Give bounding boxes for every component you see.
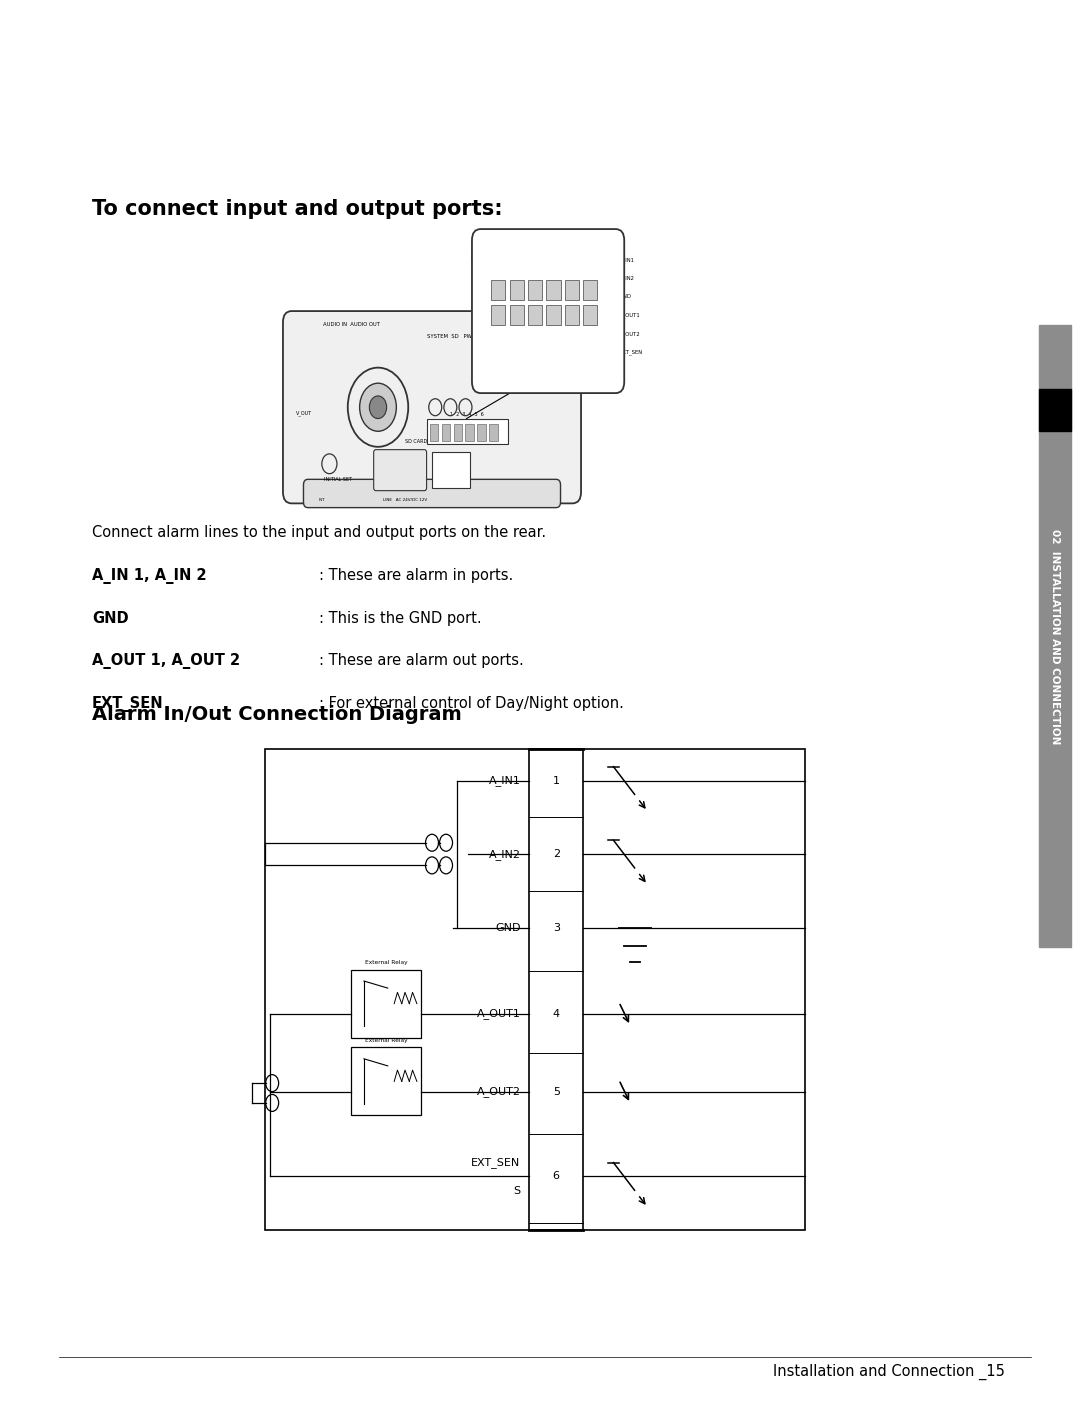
- Text: EXT_SEN: EXT_SEN: [620, 349, 643, 355]
- Text: GND: GND: [92, 611, 129, 626]
- Text: A_IN2: A_IN2: [488, 848, 521, 860]
- Bar: [565, 305, 579, 325]
- Bar: [528, 280, 542, 300]
- Text: –  +: – +: [472, 385, 486, 390]
- Bar: [442, 424, 450, 441]
- Bar: [510, 280, 524, 300]
- Bar: [565, 280, 579, 300]
- FancyBboxPatch shape: [472, 229, 624, 393]
- Bar: [427, 419, 508, 444]
- Bar: [491, 305, 505, 325]
- Bar: [583, 305, 597, 325]
- Bar: [432, 452, 470, 488]
- Text: EXT_SEN: EXT_SEN: [92, 696, 163, 711]
- Bar: [465, 424, 474, 441]
- Bar: [546, 280, 561, 300]
- Text: A_IN 1, A_IN 2: A_IN 1, A_IN 2: [92, 568, 206, 584]
- FancyBboxPatch shape: [303, 479, 561, 508]
- Text: 6: 6: [553, 1171, 559, 1182]
- Text: To connect input and output ports:: To connect input and output ports:: [92, 199, 502, 219]
- Bar: [351, 970, 421, 1038]
- Text: External Relay: External Relay: [365, 960, 407, 966]
- Text: S: S: [513, 1185, 521, 1196]
- Text: 3: 3: [553, 922, 559, 933]
- Text: : These are alarm out ports.: : These are alarm out ports.: [319, 653, 524, 669]
- Text: 4: 4: [553, 1008, 559, 1019]
- Text: V_OUT: V_OUT: [296, 410, 312, 416]
- Text: GND: GND: [620, 294, 632, 300]
- Bar: [583, 280, 597, 300]
- Bar: [265, 749, 805, 1230]
- Circle shape: [369, 396, 387, 419]
- Text: Alarm In/Out Connection Diagram: Alarm In/Out Connection Diagram: [92, 706, 461, 724]
- Bar: [510, 305, 524, 325]
- Bar: [489, 424, 498, 441]
- Text: 1: 1: [553, 775, 559, 786]
- Text: A_OUT2: A_OUT2: [620, 331, 640, 337]
- Text: AUDIO IN  AUDIO OUT: AUDIO IN AUDIO OUT: [323, 321, 380, 327]
- Text: ETHERNET: ETHERNET: [391, 469, 413, 472]
- FancyBboxPatch shape: [374, 450, 427, 491]
- Text: A_OUT2: A_OUT2: [476, 1086, 521, 1097]
- Bar: [351, 1048, 421, 1116]
- Text: LINE   AC 24V/DC 12V: LINE AC 24V/DC 12V: [383, 498, 428, 502]
- Text: External Relay: External Relay: [365, 1038, 407, 1044]
- Text: 1  2  3  4  5  6: 1 2 3 4 5 6: [449, 411, 484, 417]
- Bar: [529, 749, 583, 1230]
- FancyBboxPatch shape: [283, 311, 581, 503]
- Text: INT: INT: [319, 498, 325, 502]
- Bar: [477, 424, 486, 441]
- Text: A_OUT1: A_OUT1: [620, 312, 640, 318]
- Text: A_IN1: A_IN1: [488, 775, 521, 786]
- Text: A_IN2: A_IN2: [620, 276, 635, 281]
- Bar: [528, 305, 542, 325]
- Bar: [1039, 389, 1071, 431]
- Text: : For external control of Day/Night option.: : For external control of Day/Night opti…: [319, 696, 623, 711]
- Text: Installation and Connection _15: Installation and Connection _15: [772, 1365, 1004, 1380]
- Text: Connect alarm lines to the input and output ports on the rear.: Connect alarm lines to the input and out…: [92, 525, 545, 540]
- Text: GND: GND: [495, 922, 521, 933]
- Circle shape: [360, 383, 396, 431]
- Text: A_OUT 1, A_OUT 2: A_OUT 1, A_OUT 2: [92, 653, 240, 669]
- Text: A_OUT1: A_OUT1: [476, 1008, 521, 1019]
- Bar: [454, 424, 462, 441]
- Bar: [546, 305, 561, 325]
- Text: SD CARD: SD CARD: [405, 438, 427, 444]
- Text: 2: 2: [553, 848, 559, 860]
- Text: EXT_SEN: EXT_SEN: [471, 1157, 521, 1168]
- Text: : These are alarm in ports.: : These are alarm in ports.: [319, 568, 513, 584]
- Text: : This is the GND port.: : This is the GND port.: [319, 611, 482, 626]
- Text: A_IN1: A_IN1: [620, 257, 635, 263]
- Text: 5: 5: [553, 1086, 559, 1097]
- Bar: [491, 280, 505, 300]
- Text: SYSTEM  SD   PWR: SYSTEM SD PWR: [427, 334, 475, 339]
- Text: 1  2  3  4  5  6: 1 2 3 4 5 6: [505, 247, 573, 253]
- Text: R: R: [471, 255, 475, 260]
- Bar: [430, 424, 438, 441]
- Text: 02  INSTALLATION AND CONNECTION: 02 INSTALLATION AND CONNECTION: [1050, 529, 1061, 744]
- Text: INITIAL SET: INITIAL SET: [324, 477, 352, 482]
- Bar: [1039, 325, 1071, 947]
